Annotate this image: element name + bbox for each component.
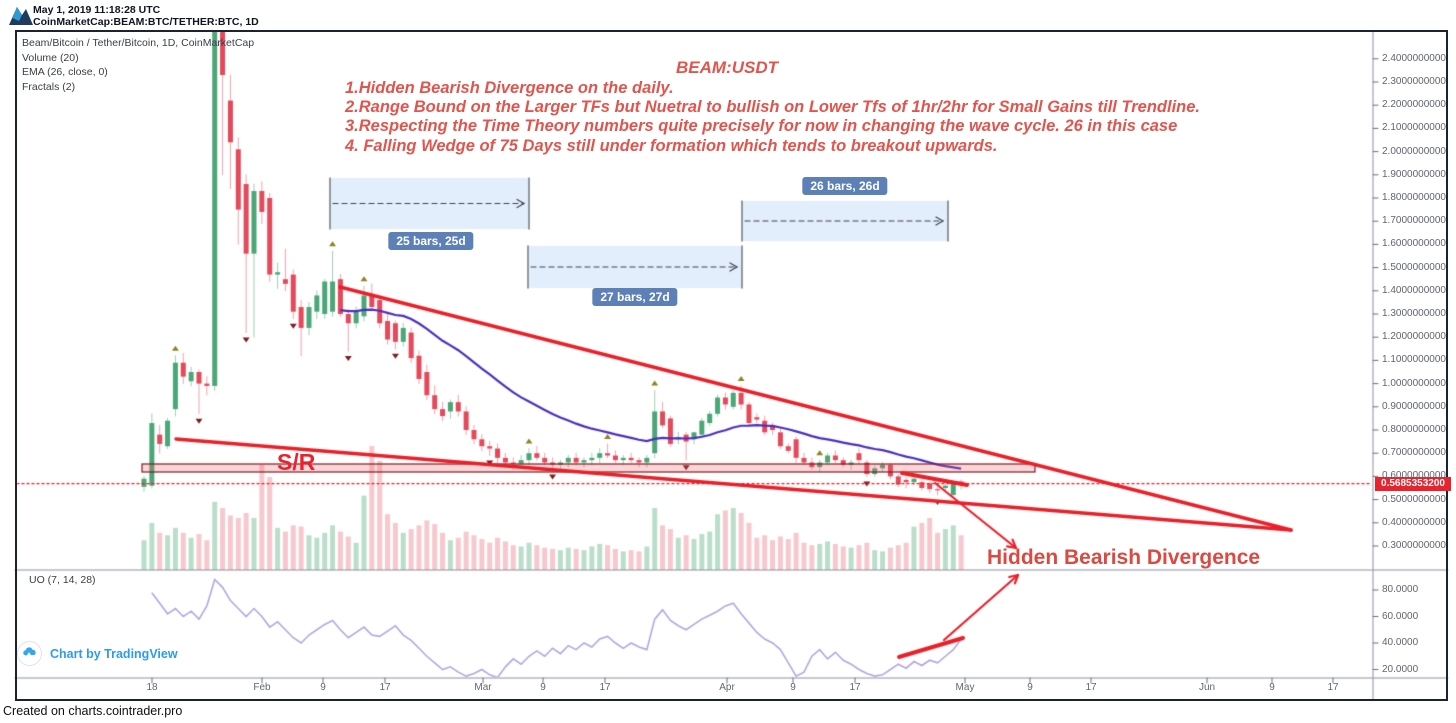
- price-axis-label: 1.5000000000: [1382, 261, 1446, 273]
- price-axis-label: 1.8000000000: [1382, 192, 1446, 203]
- time-axis-label: 9: [540, 682, 546, 693]
- uo-axis-label: 80.0000: [1382, 584, 1419, 595]
- hidden-bearish-divergence-label[interactable]: Hidden Bearish Divergence: [987, 546, 1261, 569]
- time-axis-label: Jun: [1198, 682, 1216, 693]
- time-axis-label: Feb: [253, 682, 271, 693]
- time-axis-label: 9: [1269, 682, 1275, 693]
- measure-label-26-bars[interactable]: 26 bars, 26d: [802, 177, 888, 195]
- uo-indicator-label[interactable]: UO (7, 14, 28): [29, 574, 96, 586]
- uo-axis-label: 60.0000: [1382, 610, 1419, 622]
- price-axis-label: 2.3000000000: [1382, 76, 1446, 87]
- note-line-3: 3.Respecting the Time Theory numbers qui…: [345, 117, 1178, 136]
- analysis-note[interactable]: 1.Hidden Bearish Divergence on the daily…: [345, 79, 1200, 156]
- uo-axis-label: 40.0000: [1382, 637, 1419, 648]
- current-price-tag: 0.5685353200: [1375, 477, 1451, 491]
- uo-axis-label: 20.0000: [1382, 663, 1419, 675]
- price-axis-label: 2.0000000000: [1382, 145, 1446, 157]
- chart-symbol-line: CoinMarketCap:BEAM:BTC/TETHER:BTC, 1D: [33, 16, 259, 28]
- price-axis-label: 1.7000000000: [1382, 215, 1446, 227]
- legend-fractals-indicator[interactable]: Fractals (2): [22, 80, 76, 93]
- note-line-2: 2.Range Bound on the Larger TFs but Nuet…: [345, 98, 1201, 117]
- price-axis-label: 0.8000000000: [1382, 424, 1446, 435]
- price-axis-label: 0.6000000000: [1382, 470, 1446, 482]
- tradingview-logo-icon: [17, 641, 42, 666]
- time-axis-label: 17: [599, 682, 611, 693]
- time-axis-label: 9: [320, 682, 326, 693]
- time-axis-label: 17: [379, 682, 391, 693]
- price-axis-label: 2.4000000000: [1382, 52, 1446, 64]
- chart-legend: Beam/Bitcoin / Tether/Bitcoin, 1D, CoinM…: [22, 36, 254, 94]
- price-axis-label: 1.0000000000: [1382, 377, 1446, 389]
- price-axis-label: 1.6000000000: [1382, 238, 1446, 250]
- chart-timestamp: May 1, 2019 11:18:28 UTC: [33, 4, 161, 16]
- price-axis-label: 1.2000000000: [1382, 331, 1446, 343]
- support-resistance-label[interactable]: S/R: [277, 449, 316, 475]
- price-axis-label: 2.1000000000: [1382, 122, 1446, 134]
- price-axis-label: 1.3000000000: [1382, 308, 1446, 319]
- time-axis-label: Apr: [719, 682, 735, 693]
- price-axis-label: 0.4000000000: [1382, 516, 1446, 528]
- note-line-4: 4. Falling Wedge of 75 Days still under …: [345, 136, 998, 155]
- price-axis-label: 0.7000000000: [1382, 447, 1446, 459]
- legend-ema-indicator[interactable]: EMA (26, close, 0): [22, 66, 108, 79]
- time-axis-label: 17: [1085, 682, 1097, 693]
- time-axis-label: May: [955, 682, 975, 693]
- price-axis-label: 1.9000000000: [1382, 168, 1446, 180]
- price-axis-label: 0.9000000000: [1382, 400, 1446, 412]
- time-axis-label: 9: [790, 682, 796, 693]
- footer-created-on: Created on charts.cointrader.pro: [3, 704, 183, 718]
- price-axis-label: 0.3000000000: [1382, 540, 1446, 551]
- measure-label-25-bars[interactable]: 25 bars, 25d: [388, 232, 474, 250]
- time-axis-label: 9: [1027, 682, 1033, 693]
- time-axis-label: 17: [1327, 682, 1339, 693]
- time-axis-label: 17: [849, 682, 861, 693]
- price-axis-label: 0.5000000000: [1382, 493, 1446, 505]
- time-axis-label: 18: [146, 682, 158, 693]
- note-title[interactable]: BEAM:USDT: [676, 58, 778, 77]
- legend-symbol[interactable]: Beam/Bitcoin / Tether/Bitcoin, 1D, CoinM…: [22, 37, 255, 49]
- time-axis-label: Mar: [474, 682, 492, 693]
- site-logo-icon: [9, 7, 33, 25]
- legend-volume-indicator[interactable]: Volume (20): [22, 51, 79, 64]
- note-line-1: 1.Hidden Bearish Divergence on the daily…: [345, 79, 674, 97]
- measure-label-27-bars[interactable]: 27 bars, 27d: [592, 288, 678, 306]
- tradingview-attribution-link[interactable]: Chart by TradingView: [50, 647, 178, 661]
- price-axis-label: 2.2000000000: [1382, 99, 1446, 111]
- price-axis-label: 1.1000000000: [1382, 354, 1446, 366]
- price-axis-label: 1.4000000000: [1382, 284, 1446, 296]
